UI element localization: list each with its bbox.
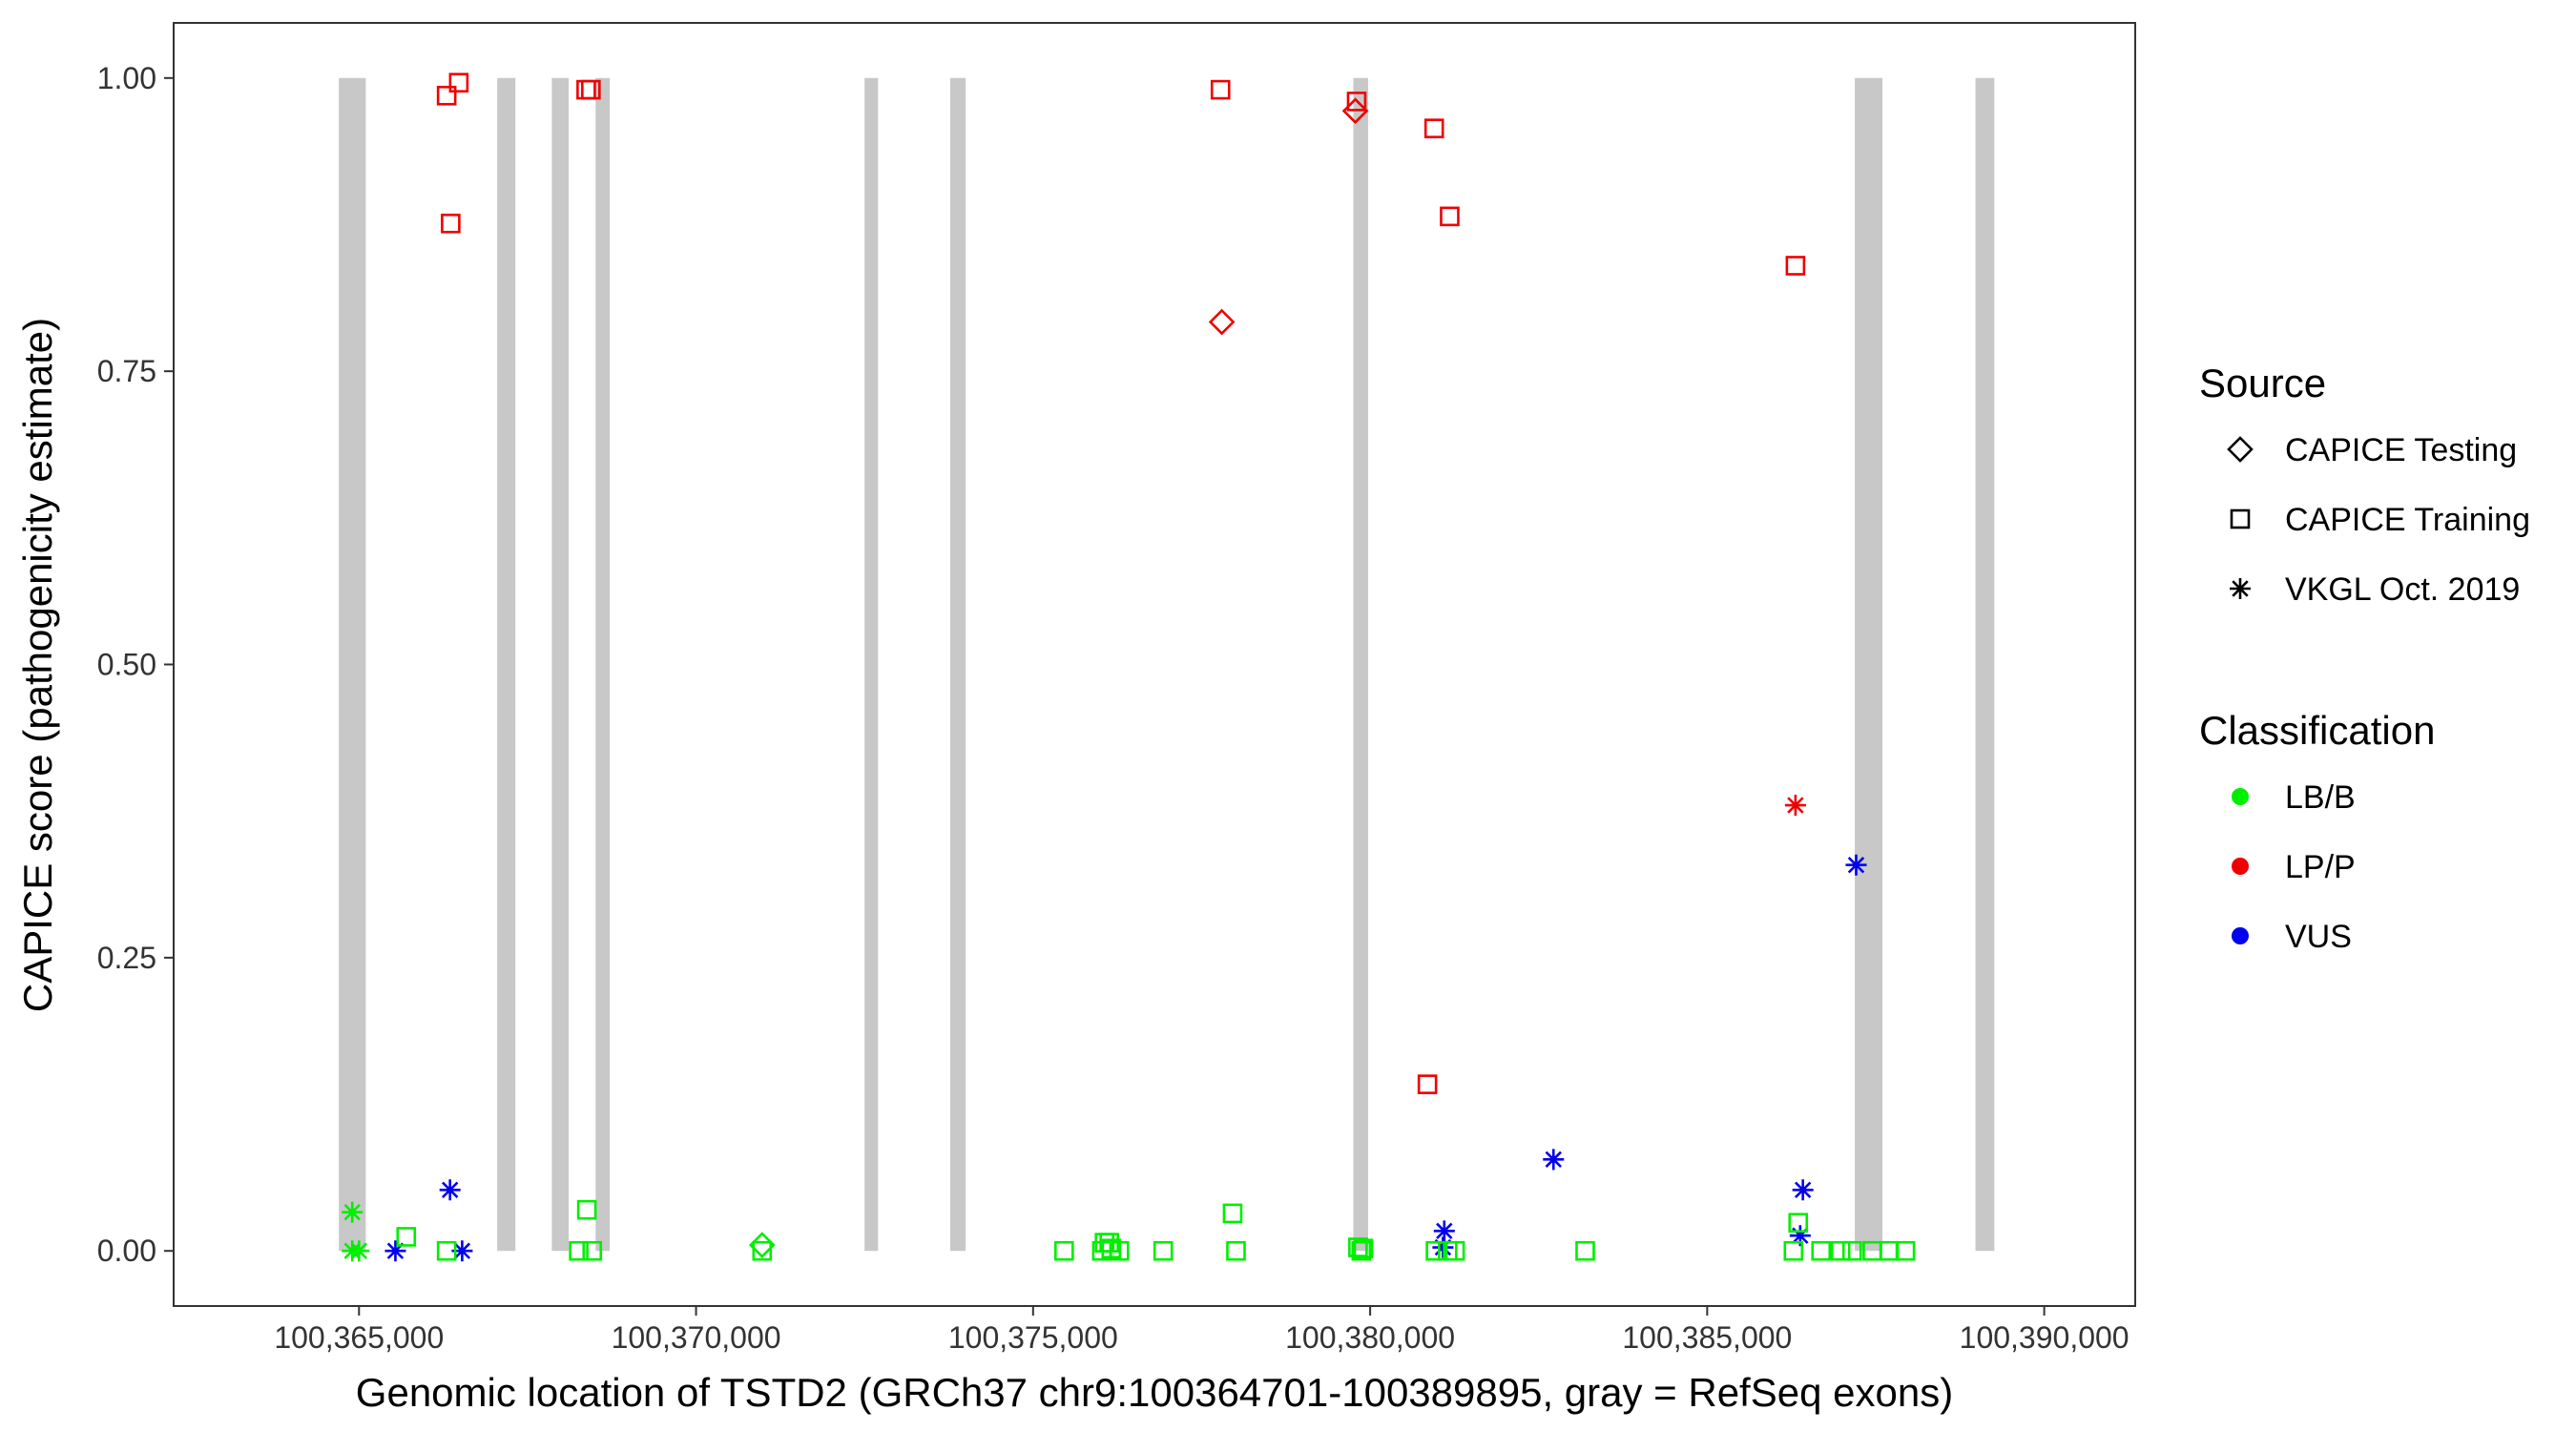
- legend-dot-icon: [2232, 927, 2249, 944]
- data-point: [576, 1199, 597, 1220]
- y-tick-label: 0.00: [97, 1234, 156, 1268]
- legend-source-label: CAPICE Testing: [2285, 432, 2517, 468]
- legend-class-item: LP/P: [2232, 849, 2356, 885]
- legend-class-title: Classification: [2199, 708, 2435, 753]
- legend-class-label: LB/B: [2285, 779, 2356, 816]
- exon-layer: [339, 77, 1995, 1252]
- legend-class-label: VUS: [2285, 919, 2352, 955]
- x-tick-label: 100,390,000: [1960, 1320, 2129, 1355]
- legend-source-label: VKGL Oct. 2019: [2285, 571, 2520, 608]
- legend-asterisk-icon: [2230, 578, 2251, 599]
- x-tick-label: 100,365,000: [274, 1320, 444, 1355]
- exon-band: [339, 77, 366, 1252]
- data-point: [1210, 79, 1231, 100]
- data-point: [582, 1240, 603, 1261]
- legend-diamond-icon: [2227, 436, 2254, 463]
- legend-source-item: CAPICE Training: [2230, 502, 2530, 538]
- legend-class-item: VUS: [2232, 919, 2352, 955]
- data-point: [1440, 206, 1460, 227]
- data-point: [1109, 1240, 1130, 1261]
- legend-dot-icon: [2232, 788, 2249, 805]
- data-point: [1222, 1203, 1243, 1224]
- y-tick-label: 0.25: [97, 941, 156, 975]
- legend-classification-items: LB/B LP/P VUS: [2232, 779, 2356, 955]
- data-point: [569, 1240, 589, 1261]
- x-tick-label: 100,375,000: [948, 1320, 1118, 1355]
- data-point: [1423, 118, 1444, 138]
- exon-band: [864, 77, 879, 1252]
- x-tick-label: 100,370,000: [612, 1320, 781, 1355]
- points-layer: [342, 73, 1916, 1262]
- data-point: [1444, 1240, 1465, 1261]
- data-point: [436, 1240, 457, 1261]
- data-point: [1789, 1225, 1811, 1247]
- exon-band: [1855, 77, 1883, 1252]
- y-tick-label: 0.50: [97, 648, 156, 682]
- exon-band: [551, 77, 570, 1252]
- legend-source-item: CAPICE Testing: [2227, 432, 2517, 468]
- data-point: [1351, 1240, 1372, 1261]
- data-point: [1841, 1240, 1862, 1261]
- data-point: [1830, 1240, 1851, 1261]
- data-point: [436, 85, 457, 106]
- y-axis: 0.00 0.25 0.50 0.75 1.00: [97, 61, 174, 1268]
- data-point: [1783, 1240, 1804, 1261]
- data-point: [1054, 1240, 1074, 1261]
- data-point: [1845, 854, 1867, 876]
- y-axis-title: CAPICE score (pathogenicity estimate): [15, 318, 60, 1012]
- exon-band: [1353, 77, 1368, 1252]
- data-point: [1341, 97, 1369, 125]
- exon-band: [949, 77, 966, 1252]
- data-point: [1895, 1240, 1916, 1261]
- data-point: [752, 1240, 773, 1261]
- data-point: [1788, 1213, 1809, 1234]
- legend-source-item: VKGL Oct. 2019: [2230, 571, 2520, 608]
- legend-class-label: LP/P: [2285, 849, 2356, 885]
- data-point: [1346, 92, 1367, 112]
- y-tick-label: 1.00: [97, 61, 156, 95]
- data-point: [1543, 1149, 1565, 1171]
- data-point: [348, 1240, 370, 1262]
- data-point: [439, 1179, 461, 1201]
- data-point: [451, 1240, 473, 1262]
- legend: Source CAPICE Testing CAPICE Training VKGL…: [2199, 361, 2530, 955]
- data-point: [1425, 1240, 1445, 1261]
- data-point: [384, 1240, 406, 1262]
- data-point: [1792, 1179, 1814, 1201]
- data-point: [581, 79, 601, 100]
- data-point: [1433, 1220, 1455, 1242]
- data-point: [396, 1227, 417, 1247]
- data-point: [1153, 1240, 1174, 1261]
- exon-band: [595, 77, 611, 1252]
- data-point: [441, 213, 461, 234]
- data-point: [1208, 308, 1236, 336]
- x-axis-title: Genomic location of TSTD2 (GRCh37 chr9:1…: [356, 1370, 1953, 1415]
- data-point: [1226, 1240, 1246, 1261]
- data-point: [1353, 1238, 1374, 1259]
- data-point: [448, 73, 469, 93]
- data-point: [342, 1201, 364, 1223]
- legend-source-label: CAPICE Training: [2285, 502, 2530, 538]
- exon-band: [1975, 77, 1995, 1252]
- x-axis: 100,365,000 100,370,000 100,375,000 100,380…: [274, 1306, 2129, 1355]
- legend-class-item: LB/B: [2232, 779, 2356, 816]
- data-point: [1417, 1074, 1438, 1094]
- legend-source-title: Source: [2199, 361, 2326, 405]
- legend-square-icon: [2230, 508, 2251, 529]
- legend-source-items: CAPICE Testing CAPICE Training VKGL Oct. 2…: [2227, 432, 2530, 608]
- x-tick-label: 100,385,000: [1622, 1320, 1792, 1355]
- y-tick-label: 0.75: [97, 354, 156, 388]
- data-point: [1575, 1240, 1595, 1261]
- data-point: [1785, 256, 1806, 276]
- x-tick-label: 100,380,000: [1285, 1320, 1455, 1355]
- data-point: [1784, 795, 1806, 817]
- data-point: [1811, 1240, 1832, 1261]
- exon-band: [497, 77, 516, 1252]
- legend-dot-icon: [2232, 858, 2249, 875]
